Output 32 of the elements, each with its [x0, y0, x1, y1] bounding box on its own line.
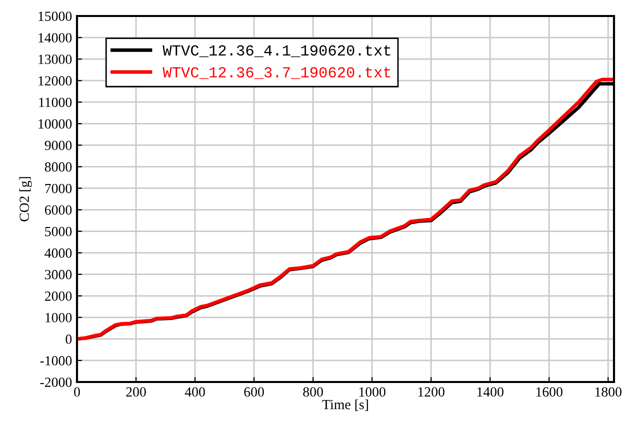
y-tick-label: 8000	[44, 162, 72, 172]
legend-label: WTVC_12.36_4.1_190620.txt	[162, 45, 390, 58]
y-tick-label: 7000	[45, 184, 72, 194]
y-tick-label: 13000	[38, 54, 72, 64]
y-tick-label: 5000	[45, 226, 72, 236]
x-tick-label: 800	[303, 387, 323, 397]
y-tick-label: 2000	[44, 291, 72, 301]
y-tick-label: 11000	[39, 98, 72, 108]
x-tick-label: 600	[244, 387, 264, 397]
x-axis-title: Time [s]	[322, 399, 368, 411]
x-tick-label: 1200	[418, 387, 444, 397]
y-tick-label: 15000	[38, 12, 72, 21]
y-tick-label: 12000	[38, 76, 72, 86]
y-tick-label: 4000	[44, 248, 72, 258]
y-tick-label: 6000	[44, 205, 72, 215]
x-tick-label: 1800	[595, 387, 622, 397]
y-tick-label: 10000	[38, 119, 72, 129]
y-axis-title: CO2 [g]	[19, 177, 32, 222]
x-tick-label: 400	[184, 387, 205, 397]
y-tick-label: 0	[66, 334, 72, 344]
x-tick-label: 1600	[536, 387, 562, 397]
y-tick-label: 9000	[44, 140, 72, 150]
y-tick-label: 3000	[45, 270, 72, 280]
y-tick-label: -1000	[40, 356, 72, 366]
x-tick-label: 1400	[477, 387, 504, 397]
y-tick-label: 1000	[46, 312, 72, 322]
y-tick-label: 14000	[38, 33, 72, 42]
legend-label: WTVC_12.36_3.7_190620.txt	[162, 67, 390, 79]
y-tick-label: -2000	[40, 378, 72, 387]
x-tick-label: 0	[74, 387, 80, 397]
x-tick-label: 200	[126, 387, 146, 397]
x-tick-label: 1000	[359, 387, 386, 397]
